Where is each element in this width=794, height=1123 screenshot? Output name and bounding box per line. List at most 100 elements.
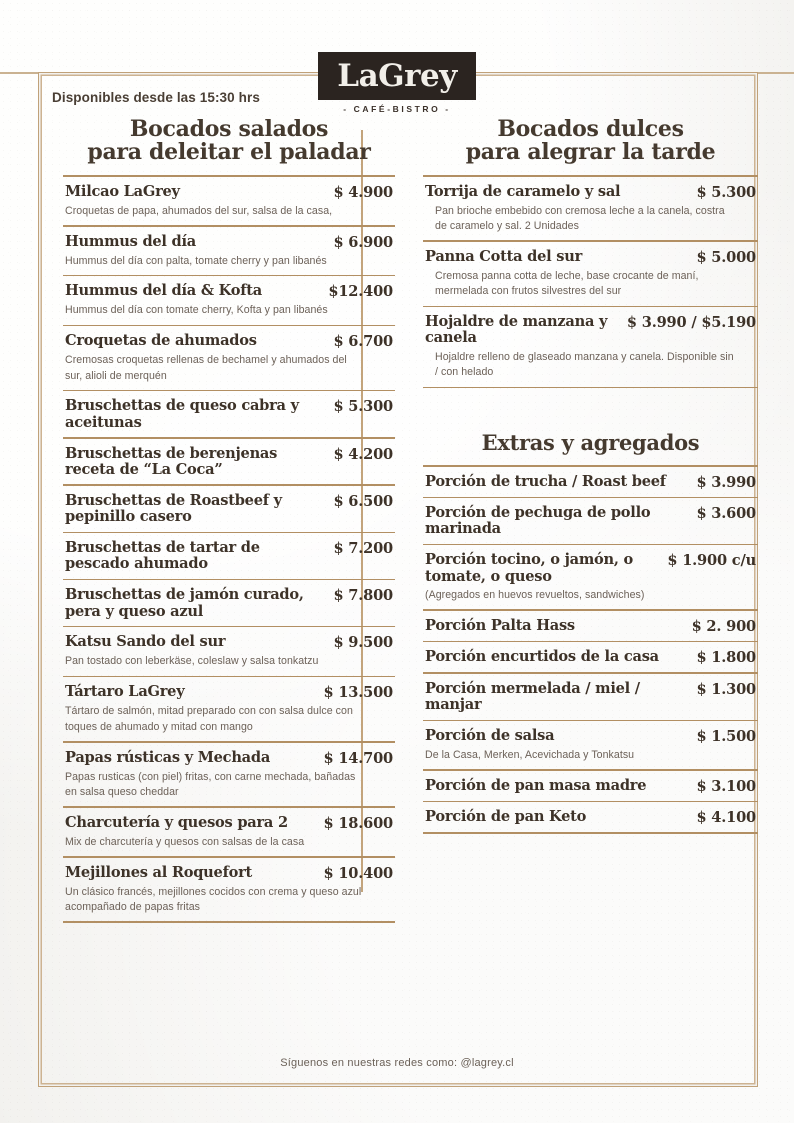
menu-item-name: Torrija de caramelo y sal bbox=[425, 182, 621, 200]
item-separator bbox=[63, 389, 395, 392]
menu-item-price: $12.400 bbox=[328, 283, 393, 301]
menu-item-name: Bruschettas de tartar de pescado ahumado bbox=[65, 539, 260, 573]
menu-item-head: Mejillones al Roquefort $ 10.400 bbox=[65, 863, 394, 882]
menu-item-head: Hojaldre de manzana y canela $ 3.990 / $5… bbox=[425, 314, 756, 347]
menu-item: Bruschettas de queso cabra y aceitunas $ … bbox=[63, 391, 395, 437]
menu-item-price: $ 9.500 bbox=[333, 634, 393, 652]
menu-item: Porción encurtidos de la casa $ 1.800 bbox=[423, 642, 758, 672]
menu-item-head: Katsu Sando del sur $ 9.500 bbox=[65, 634, 393, 652]
menu-item-price: $ 18.600 bbox=[323, 814, 394, 832]
item-separator bbox=[63, 274, 395, 277]
menu-item-head: Bruschettas de tartar de pescado ahumado… bbox=[65, 539, 393, 573]
item-separator bbox=[423, 496, 758, 499]
menu-item-name: Porción de trucha / Roast beef bbox=[425, 472, 666, 490]
menu-item-head: Porción de trucha / Roast beef $ 3.990 bbox=[425, 472, 756, 491]
brand-logo: LaGrey bbox=[318, 52, 476, 100]
menu-item-price: $ 10.400 bbox=[323, 864, 394, 882]
menu-item-head: Tártaro LaGrey $ 13.500 bbox=[65, 683, 394, 702]
menu-item: Bruschettas de berenjenas receta de “La … bbox=[63, 439, 395, 485]
item-separator bbox=[423, 609, 758, 611]
menu-item-description: Un clásico francés, mejillones cocidos c… bbox=[65, 885, 362, 913]
menu-item-head: Bruschettas de queso cabra y aceitunas $ … bbox=[65, 398, 393, 431]
item-separator bbox=[63, 921, 395, 923]
menu-item-description: Papas rusticas (con piel) fritas, con ca… bbox=[65, 770, 356, 798]
menu-item: Porción mermelada / miel / manjar $ 1.300 bbox=[423, 674, 758, 720]
menu-item-name: Porción encurtidos de la casa bbox=[425, 648, 659, 666]
menu-item-price: $ 4.100 bbox=[696, 809, 756, 827]
item-separator bbox=[63, 531, 395, 534]
menu-item-name: Porción de pan Keto bbox=[425, 808, 587, 826]
menu-item-name: Hummus del día bbox=[65, 232, 197, 250]
menu-item-head: Papas rústicas y Mechada $ 14.700 bbox=[65, 748, 393, 767]
menu-item: Porción de salsa $ 1.500 De la Casa, Merke… bbox=[423, 721, 758, 769]
menu-item-description: Cremosas croquetas rellenas de bechamel … bbox=[65, 354, 347, 382]
menu-item-head: Porción de pechuga de pollo marinada $ 3.… bbox=[425, 504, 756, 538]
menu-item: Bruschettas de tartar de pescado ahumado… bbox=[63, 533, 395, 579]
menu-item-name: Porción de salsa bbox=[425, 727, 555, 744]
menu-item-head: Porción de pan Keto $ 4.100 bbox=[425, 808, 756, 827]
menu-item-description: De la Casa, Merken, Acevichada y Tonkats… bbox=[425, 749, 635, 761]
menu-item-description: Pan brioche embebido con cremosa leche a… bbox=[435, 204, 725, 233]
menu-item-price: $ 7.800 bbox=[333, 587, 393, 605]
item-separator bbox=[63, 806, 395, 808]
menu-item-price: $ 1.900 c/u bbox=[667, 552, 756, 570]
menu-item-description: Pan tostado con leberkäse, coleslaw y sa… bbox=[65, 655, 319, 668]
menu-item-price: $ 5.300 bbox=[333, 398, 393, 416]
menu-item: Mejillones al Roquefort $ 10.400 Un clásic… bbox=[63, 858, 395, 922]
menu-item-description: Croquetas de papa, ahumados del sur, sal… bbox=[65, 204, 333, 217]
menu-item: Porción tocino, o jamón, o tomate, o que… bbox=[423, 545, 758, 609]
menu-item: Porción de pan masa madre $ 3.100 bbox=[423, 771, 758, 801]
savory-title-line1: Bocados salados bbox=[129, 116, 329, 142]
menu-item-head: Porción encurtidos de la casa $ 1.800 bbox=[425, 648, 756, 666]
item-separator bbox=[63, 741, 395, 743]
brand-tagline: - CAFÉ-BISTRO - bbox=[343, 104, 451, 114]
menu-item-head: Hummus del día $ 6.900 bbox=[65, 232, 393, 251]
savory-section-title: Bocados salados para deleitar el paladar bbox=[63, 116, 395, 166]
menu-item: Torrija de caramelo y sal $ 5.300 Pan brio… bbox=[423, 177, 758, 241]
sweet-title-line2: para alegrar la tarde bbox=[465, 139, 716, 166]
item-separator bbox=[423, 640, 758, 643]
menu-item-name: Porción de pan masa madre bbox=[425, 776, 647, 794]
savory-title-line2: para deleitar el paladar bbox=[87, 139, 371, 166]
menu-item-price: $ 6.900 bbox=[333, 233, 393, 251]
menu-item: Hummus del día $ 6.900 Hummus del día con … bbox=[63, 227, 395, 275]
sweet-section-title: Bocados dulces para alegrar la tarde bbox=[423, 117, 758, 166]
menu-item: Charcutería y quesos para 2 $ 18.600 Mix d… bbox=[63, 808, 395, 856]
menu-item-name: Papas rústicas y Mechada bbox=[65, 748, 271, 766]
item-separator bbox=[63, 175, 395, 177]
menu-item-name: Porción de pechuga de pollo marinada bbox=[425, 504, 651, 538]
item-separator bbox=[423, 465, 758, 467]
item-separator bbox=[423, 719, 758, 721]
menu-item: Porción de pan Keto $ 4.100 bbox=[423, 802, 758, 832]
menu-item-description: (Agregados en huevos revueltos, sandwich… bbox=[425, 588, 645, 601]
menu-item-name: Mejillones al Roquefort bbox=[65, 863, 253, 881]
menu-item-price: $ 6.500 bbox=[333, 492, 393, 510]
extras-item-list: Porción de trucha / Roast beef $ 3.990 Por… bbox=[423, 465, 758, 834]
menu-item: Milcao LaGrey $ 4.900 Croquetas de papa, a… bbox=[63, 177, 395, 225]
item-separator bbox=[423, 305, 758, 308]
savory-column: Bocados salados para deleitar el paladar… bbox=[63, 116, 395, 923]
menu-item-head: Charcutería y quesos para 2 $ 18.600 bbox=[65, 814, 394, 832]
menu-item: Bruschettas de jamón curado, pera y ques… bbox=[63, 580, 395, 626]
menu-item-price: $ 3.100 bbox=[696, 777, 756, 795]
item-separator bbox=[423, 800, 758, 803]
menu-item-name: Panna Cotta del sur bbox=[425, 247, 583, 265]
menu-item-head: Porción Palta Hass $ 2. 900 bbox=[425, 617, 756, 635]
menu-item-price: $ 6.700 bbox=[333, 333, 393, 351]
menu-item-price: $ 13.500 bbox=[323, 684, 394, 702]
item-separator bbox=[63, 225, 395, 227]
menu-item-name: Porción mermelada / miel / manjar bbox=[425, 679, 640, 714]
column-divider bbox=[361, 130, 363, 892]
menu-item-name: Milcao LaGrey bbox=[65, 182, 180, 200]
menu-item-head: Porción tocino, o jamón, o tomate, o que… bbox=[425, 552, 756, 585]
menu-item-head: Panna Cotta del sur $ 5.000 bbox=[425, 247, 756, 266]
footer-social: Síguenos en nuestras redes como: @lagrey… bbox=[280, 1057, 514, 1069]
menu-item: Hojaldre de manzana y canela $ 3.990 / $5… bbox=[423, 307, 758, 386]
menu-item-description: Tártaro de salmón, mitad preparado con c… bbox=[65, 705, 353, 733]
menu-item-description: Hummus del día con tomate cherry, Kofta … bbox=[65, 304, 328, 317]
menu-item-price: $ 3.600 bbox=[696, 505, 756, 523]
item-separator bbox=[423, 175, 758, 177]
menu-item: Porción Palta Hass $ 2. 900 bbox=[423, 611, 758, 641]
menu-item: Hummus del día & Kofta $12.400 Hummus del … bbox=[63, 276, 395, 324]
menu-item-price: $ 3.990 bbox=[696, 473, 756, 491]
